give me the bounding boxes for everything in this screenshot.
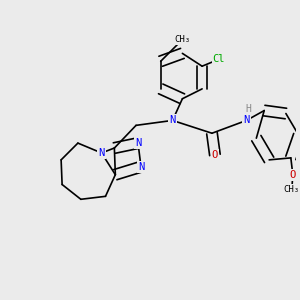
Text: O: O xyxy=(212,150,218,160)
Text: Cl: Cl xyxy=(213,54,225,64)
Text: H: H xyxy=(245,103,251,114)
Text: N: N xyxy=(243,116,250,125)
Text: CH₃: CH₃ xyxy=(284,185,300,194)
Text: N: N xyxy=(169,116,176,125)
Text: N: N xyxy=(98,148,105,158)
Text: CH₃: CH₃ xyxy=(174,35,190,44)
Text: N: N xyxy=(138,162,144,172)
Text: O: O xyxy=(290,169,296,180)
Text: N: N xyxy=(135,138,141,148)
